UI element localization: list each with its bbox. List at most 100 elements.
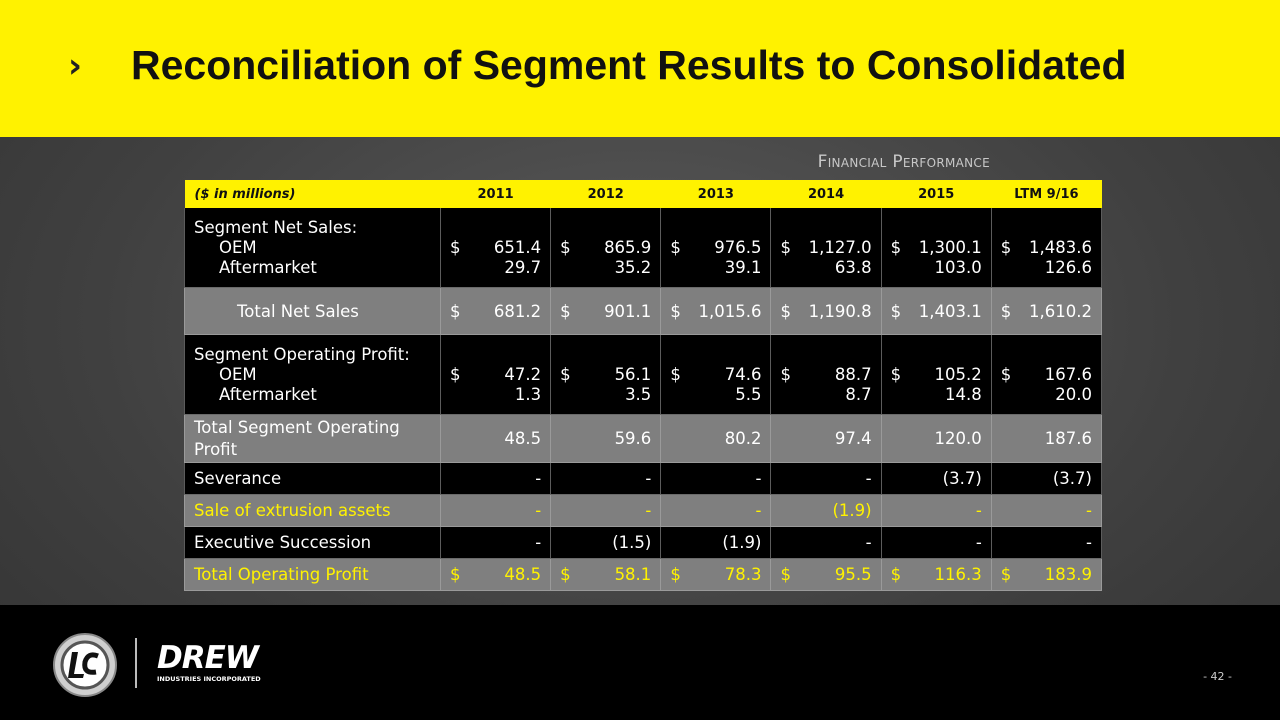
cell-content: $95.5 [780,565,871,584]
cell-value: 20.0 [1055,385,1092,404]
cell-content: - [450,501,541,520]
cell-content: - [1001,533,1092,552]
value-cell: $865.9 [550,237,662,258]
cell-content: - [560,501,651,520]
table-row: Segment Operating Profit: [184,334,1103,364]
cell-content: 126.6 [1001,258,1092,277]
table-row: Aftermarket 1.3 3.5 5.5 8.7 14.8 20.0 [184,385,1103,415]
cell-value: 976.5 [714,238,762,257]
cell-value: 116.3 [934,565,982,584]
cell-content: (1.5) [560,533,651,552]
cell-content: - [891,533,982,552]
value-cell: $1,127.0 [770,237,882,258]
cell-value: - [865,533,872,552]
value-cell: - [880,526,992,559]
cell-value: 1.3 [514,385,542,404]
value-cell: $47.2 [439,364,552,385]
value-cell: 1.3 [439,385,552,415]
cell-content: 14.8 [891,385,982,404]
cell-content: - [450,533,541,552]
value-cell: $78.3 [660,558,772,591]
value-cell: 20.0 [990,385,1103,415]
cell-content: $1,483.6 [1001,238,1092,257]
value-cell: 120.0 [880,414,992,463]
table-row: Sale of extrusion assets - - - (1.9) - - [184,494,1103,527]
cell-content: $116.3 [891,565,982,584]
cell-value: 681.2 [493,301,542,321]
cell-content: $1,015.6 [670,302,761,321]
cell-value: 78.3 [724,565,762,584]
cell-content: $74.6 [670,365,761,384]
cell-content: (1.9) [780,501,872,520]
value-cell: 80.2 [660,414,772,463]
value-cell: 48.5 [439,414,552,463]
value-cell [770,208,882,237]
value-cell: - [990,494,1103,527]
row-label: Aftermarket [184,385,441,415]
cell-value: 105.2 [934,365,982,384]
value-cell: $95.5 [770,558,882,591]
cell-content: 8.7 [780,385,871,404]
value-cell: - [770,526,882,559]
table-row: Executive Succession - (1.5) (1.9) - - - [184,526,1103,559]
cell-value: 48.5 [504,565,542,584]
cell-content: - [1001,501,1092,520]
value-cell: $1,015.6 [660,287,772,335]
row-label: Sale of extrusion assets [184,494,441,527]
cell-value: 126.6 [1044,258,1092,277]
cell-value: (1.5) [612,533,652,552]
cell-content: - [560,469,651,488]
currency-symbol: $ [670,301,681,321]
cell-value: 120.0 [934,429,982,448]
cell-value: - [975,501,982,520]
cell-content: $1,403.1 [891,302,982,321]
currency-symbol: $ [890,301,902,321]
cell-content: - [670,501,762,520]
cell-value: 48.5 [504,429,542,448]
cell-value: 63.8 [834,258,872,277]
value-cell: $58.1 [550,558,662,591]
header-row: ($ in millions) 2011 2012 2013 2014 2015 LTM 9… [184,180,1102,208]
value-cell: (3.7) [880,462,992,495]
cell-value: 865.9 [604,238,652,257]
currency-symbol: $ [890,565,902,584]
row-label: Total Segment Operating Profit [184,414,441,463]
cell-content: 120.0 [891,429,982,448]
cell-content: 5.5 [670,385,761,404]
cell-value: 74.6 [724,365,762,384]
value-cell: $48.5 [439,558,552,591]
cell-value: 39.1 [724,258,762,277]
value-cell: - [660,462,772,495]
cell-content: $1,300.1 [891,238,982,257]
table-row: OEM $651.4 $865.9 $976.5 $1,127.0 $1,300.1 $1,… [184,237,1103,258]
cell-content: 187.6 [1001,429,1092,448]
currency-symbol: $ [450,365,461,384]
value-cell: - [439,526,552,559]
value-cell: $183.9 [990,558,1103,591]
cell-content: $183.9 [1001,565,1092,584]
cell-value: 59.6 [614,429,652,448]
cell-value: - [1086,533,1092,552]
value-cell: $116.3 [880,558,992,591]
cell-content: - [670,469,762,488]
cell-content: - [780,533,872,552]
row-label: Total Operating Profit [184,558,441,591]
value-cell: (3.7) [990,462,1103,495]
cell-content: $56.1 [560,365,651,384]
currency-symbol: $ [1000,365,1012,384]
financial-table: ($ in millions) 2011 2012 2013 2014 2015 LTM 9… [184,180,1103,591]
cell-value: 1,483.6 [1029,238,1092,257]
currency-symbol: $ [560,301,571,321]
table-row: OEM $47.2 $56.1 $74.6 $88.7 $105.2 $167.6 [184,364,1103,385]
cell-content: $88.7 [780,365,871,384]
value-cell: $651.4 [439,237,552,258]
cell-value: - [755,501,762,520]
cell-value: - [535,469,542,488]
cell-content: 29.7 [450,258,541,277]
currency-symbol: $ [450,565,461,584]
value-cell: - [770,462,882,495]
cell-value: 35.2 [614,258,652,277]
cell-content: 97.4 [780,429,872,448]
cell-content: $901.1 [560,302,651,321]
currency-symbol: $ [890,365,902,384]
